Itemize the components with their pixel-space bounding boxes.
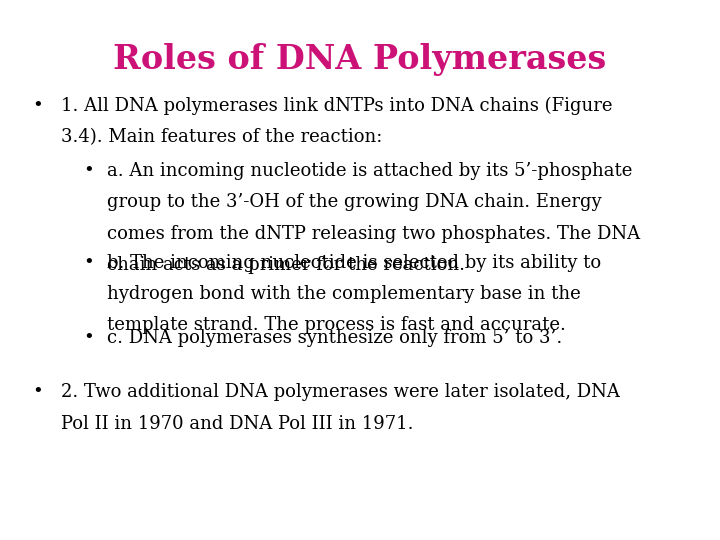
Text: 2. Two additional DNA polymerases were later isolated, DNA: 2. Two additional DNA polymerases were l… [61, 383, 620, 401]
Text: 1. All DNA polymerases link dNTPs into DNA chains (Figure: 1. All DNA polymerases link dNTPs into D… [61, 97, 613, 116]
Text: hydrogen bond with the complementary base in the: hydrogen bond with the complementary bas… [107, 285, 580, 303]
Text: chain acts as a primer for the reaction.: chain acts as a primer for the reaction. [107, 256, 464, 274]
Text: template strand. The process is fast and accurate.: template strand. The process is fast and… [107, 316, 565, 334]
Text: •: • [32, 97, 43, 115]
Text: Pol II in 1970 and DNA Pol III in 1971.: Pol II in 1970 and DNA Pol III in 1971. [61, 415, 414, 433]
Text: •: • [83, 254, 94, 272]
Text: •: • [83, 329, 94, 347]
Text: 3.4). Main features of the reaction:: 3.4). Main features of the reaction: [61, 129, 382, 146]
Text: •: • [83, 162, 94, 180]
Text: a. An incoming nucleotide is attached by its 5’-phosphate: a. An incoming nucleotide is attached by… [107, 162, 632, 180]
Text: comes from the dNTP releasing two phosphates. The DNA: comes from the dNTP releasing two phosph… [107, 225, 639, 242]
Text: c. DNA polymerases synthesize only from 5’ to 3’.: c. DNA polymerases synthesize only from … [107, 329, 562, 347]
Text: Roles of DNA Polymerases: Roles of DNA Polymerases [113, 43, 607, 76]
Text: •: • [32, 383, 43, 401]
Text: b. The incoming nucleotide is selected by its ability to: b. The incoming nucleotide is selected b… [107, 254, 600, 272]
Text: group to the 3’-OH of the growing DNA chain. Energy: group to the 3’-OH of the growing DNA ch… [107, 193, 601, 211]
